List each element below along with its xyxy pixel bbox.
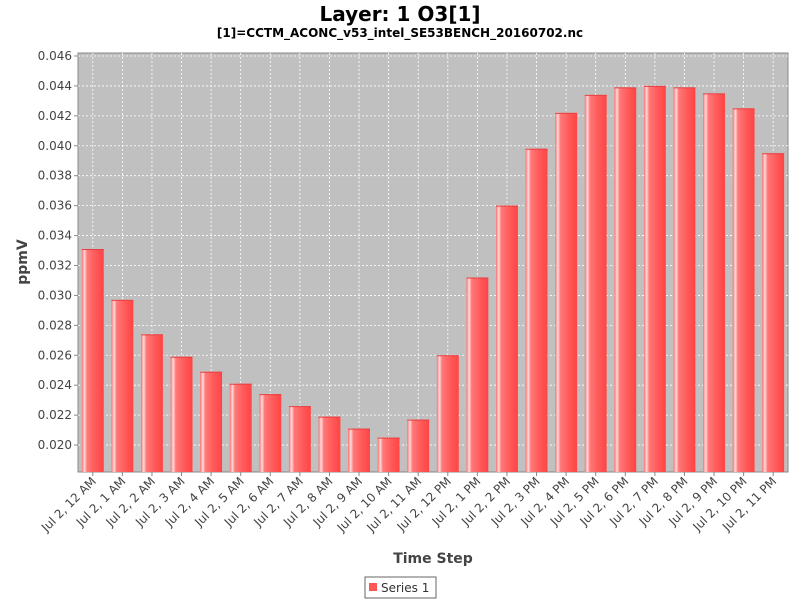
bar [555, 112, 578, 472]
bar [466, 277, 489, 472]
bar [643, 85, 666, 473]
bar [348, 428, 370, 472]
bar [81, 249, 104, 472]
y-tick-label: 0.022 [38, 408, 72, 422]
y-tick-label: 0.036 [38, 199, 72, 213]
x-axis-label: Time Step [393, 551, 473, 567]
chart-subtitle: [1]=CCTM_ACONC_v53_intel_SE53BENCH_20160… [217, 26, 583, 41]
y-tick-label: 0.020 [38, 438, 72, 452]
bar [141, 334, 163, 472]
legend: Series 1 [364, 576, 437, 599]
y-tick-label: 0.042 [38, 109, 72, 123]
legend-box [364, 576, 437, 599]
legend-label: Series 1 [381, 581, 429, 595]
bar [377, 437, 400, 472]
bar [732, 108, 755, 472]
bar [703, 93, 725, 473]
y-axis: 0.020 0.022 0.024 0.026 0.028 0.030 0.032 0.034… [38, 49, 78, 452]
y-axis-label: ppmV [15, 239, 31, 285]
bar [229, 383, 252, 472]
y-tick-label: 0.046 [38, 49, 72, 63]
bar [496, 205, 518, 472]
legend-swatch [369, 583, 377, 591]
bar [259, 394, 282, 472]
plot-area [77, 52, 789, 473]
bar [614, 87, 637, 473]
bar [673, 87, 696, 473]
y-tick-label: 0.032 [38, 258, 72, 272]
bar [170, 356, 193, 472]
y-tick-label: 0.028 [38, 318, 72, 332]
bar [584, 94, 607, 473]
bar [436, 355, 459, 472]
y-tick-label: 0.038 [38, 169, 72, 183]
bar [762, 153, 785, 472]
bar [111, 299, 134, 472]
y-tick-label: 0.024 [38, 378, 72, 392]
y-tick-label: 0.040 [38, 139, 72, 153]
y-tick-label: 0.030 [38, 288, 72, 302]
y-tick-label: 0.026 [38, 348, 72, 362]
bar [288, 406, 311, 472]
chart-title: Layer: 1 O3[1] [319, 2, 480, 26]
bar [200, 371, 223, 472]
y-tick-label: 0.034 [38, 229, 72, 243]
bar [318, 416, 341, 472]
bar [407, 419, 430, 472]
y-tick-label: 0.044 [38, 79, 72, 93]
bars [81, 85, 785, 473]
bar [525, 148, 548, 472]
